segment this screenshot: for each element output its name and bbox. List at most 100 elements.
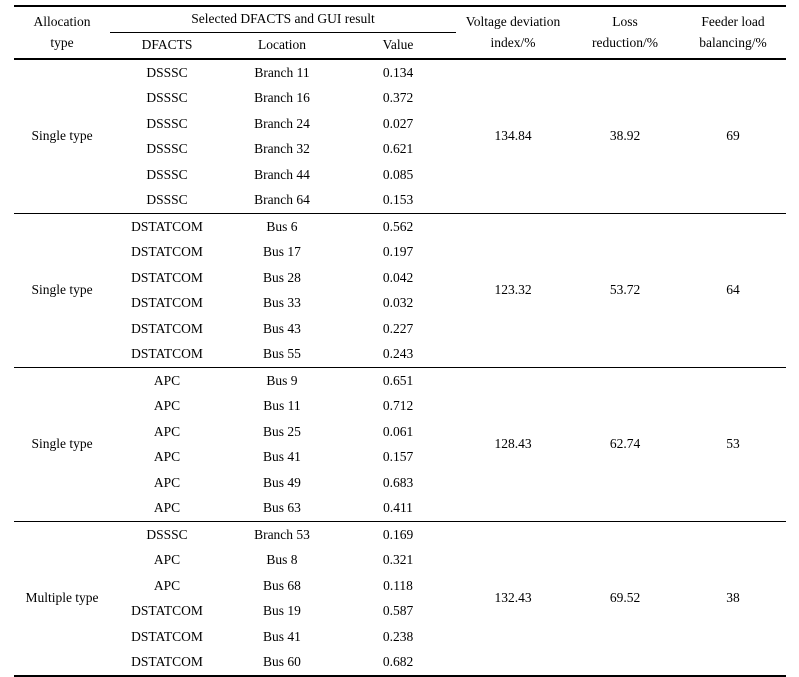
location-cell: Bus 19	[263, 603, 301, 619]
voltage-deviation-index-cell: 123.32	[456, 213, 571, 368]
value-cell: 0.153	[382, 192, 414, 208]
header-value: Value	[340, 32, 457, 60]
dfacts-cell: APC	[153, 500, 181, 516]
dfacts-cell: APC	[110, 367, 224, 394]
table-row: DSTATCOM Bus 55 0.243	[14, 342, 786, 368]
value-cell: 0.712	[382, 398, 414, 414]
location-cell: Bus 9	[224, 367, 340, 394]
table-header: Allocation type Selected DFACTS and GUI …	[14, 6, 787, 60]
value-cell: 0.085	[382, 166, 414, 182]
header-selected-dfacts-group: Selected DFACTS and GUI result	[110, 6, 457, 33]
location-cell: Bus 60	[263, 654, 301, 670]
header-row-sub: DFACTS Location Value	[14, 32, 786, 60]
dfacts-cell: DSSSC	[146, 64, 188, 80]
value-cell: 0.243	[382, 346, 414, 362]
value-cell: 0.587	[382, 603, 414, 619]
location-cell: Branch 24	[254, 115, 310, 131]
value-cell: 0.682	[382, 654, 414, 670]
dfacts-cell: DSTATCOM	[131, 654, 203, 670]
location-cell: Bus 63	[263, 500, 301, 516]
feeder-load-balancing-cell: 64	[680, 213, 787, 368]
table-body: Single type DSSSC Branch 11 0.134 134.84 38.9…	[14, 59, 787, 677]
dfacts-cell: APC	[153, 423, 181, 439]
voltage-deviation-index-cell: 134.84	[494, 128, 532, 144]
value-cell: 0.238	[382, 628, 414, 644]
location-cell: Bus 28	[263, 269, 301, 285]
location-cell: Bus 17	[263, 244, 301, 260]
location-cell: Bus 49	[263, 474, 301, 490]
dfacts-cell: DSTATCOM	[131, 295, 203, 311]
feeder-load-balancing-cell: 38	[680, 521, 787, 676]
table-row: DSTATCOM Bus 28 0.042	[14, 265, 786, 291]
dfacts-cell: DSTATCOM	[131, 244, 203, 260]
table-row: APC Bus 8 0.321	[14, 548, 786, 574]
table-row: DSSSC Branch 24 0.027	[14, 111, 786, 137]
table-row: DSTATCOM Bus 43 0.227	[14, 316, 786, 342]
location-cell: Bus 43	[263, 320, 301, 336]
feeder-load-balancing-cell: 69	[726, 128, 740, 144]
value-cell: 0.683	[382, 474, 414, 490]
value-cell: 0.321	[382, 552, 414, 568]
table-row: DSTATCOM Bus 41 0.238	[14, 624, 786, 650]
location-cell: Bus 41	[263, 628, 301, 644]
header-loss-reduction: Loss reduction/%	[570, 6, 681, 60]
table-row: DSSSC Branch 16 0.372	[14, 86, 786, 112]
value-cell: 0.042	[382, 269, 414, 285]
location-cell: Branch 44	[254, 166, 310, 182]
header-dfacts: DFACTS	[110, 32, 224, 60]
value-cell: 0.562	[340, 213, 457, 240]
table-row: APC Bus 63 0.411	[14, 496, 786, 522]
table-row: DSSSC Branch 32 0.621	[14, 137, 786, 163]
header-allocation-type: Allocation type	[14, 6, 110, 60]
location-cell: Bus 6	[224, 213, 340, 240]
dfacts-cell: DSSSC	[146, 90, 188, 106]
dfacts-cell: DSSSC	[110, 521, 224, 548]
allocation-type-cell: Multiple type	[14, 521, 110, 676]
table-row: APC Bus 25 0.061	[14, 419, 786, 445]
dfacts-cell: APC	[153, 449, 181, 465]
value-cell: 0.621	[382, 141, 414, 157]
location-cell: Branch 16	[254, 90, 310, 106]
dfacts-cell: APC	[153, 552, 181, 568]
header-row-top: Allocation type Selected DFACTS and GUI …	[14, 6, 787, 60]
header-location: Location	[224, 32, 340, 60]
table-row: Single type APC Bus 9 0.651 128.43 62.74 53	[14, 367, 787, 522]
table-row: DSSSC Branch 44 0.085	[14, 162, 786, 188]
location-cell: Bus 68	[263, 577, 301, 593]
feeder-load-balancing-cell: 53	[680, 367, 787, 522]
allocation-type-cell: Single type	[31, 128, 93, 144]
loss-reduction-cell: 62.74	[570, 367, 681, 522]
dfacts-cell: APC	[153, 474, 181, 490]
location-cell: Branch 53	[224, 521, 340, 548]
location-cell: Bus 55	[263, 346, 301, 362]
loss-reduction-cell: 38.92	[609, 128, 641, 144]
dfacts-cell: DSTATCOM	[131, 346, 203, 362]
header-feeder-load-balancing: Feeder load balancing/%	[680, 6, 787, 60]
value-cell: 0.169	[340, 521, 457, 548]
location-cell: Bus 41	[263, 449, 301, 465]
table-row: Single type DSSSC Branch 11 0.134 134.84 38.9…	[14, 59, 786, 144]
value-cell: 0.032	[382, 295, 414, 311]
loss-reduction-cell: 53.72	[570, 213, 681, 368]
allocation-type-cell: Single type	[14, 367, 110, 522]
loss-reduction-cell: 69.52	[570, 521, 681, 676]
table-row: DSTATCOM Bus 19 0.587	[14, 599, 786, 625]
voltage-deviation-index-cell: 128.43	[456, 367, 571, 522]
location-cell: Branch 32	[254, 141, 310, 157]
dfacts-cell: DSTATCOM	[131, 603, 203, 619]
location-cell: Bus 25	[263, 423, 301, 439]
table-row: APC Bus 41 0.157	[14, 445, 786, 471]
location-cell: Bus 33	[263, 295, 301, 311]
table-row: Single type DSTATCOM Bus 6 0.562 123.32 53.72…	[14, 213, 787, 368]
dfacts-cell: DSSSC	[146, 115, 188, 131]
table-row: DSTATCOM Bus 60 0.682	[14, 650, 786, 677]
dfacts-cell: APC	[153, 398, 181, 414]
value-cell: 0.197	[382, 244, 414, 260]
dfacts-cell: DSTATCOM	[131, 269, 203, 285]
table-row: DSSSC Branch 64 0.153	[14, 188, 786, 214]
dfacts-cell: APC	[153, 577, 181, 593]
value-cell: 0.134	[382, 64, 414, 80]
table-row: DSTATCOM Bus 17 0.197	[14, 240, 786, 266]
value-cell: 0.411	[383, 500, 413, 516]
